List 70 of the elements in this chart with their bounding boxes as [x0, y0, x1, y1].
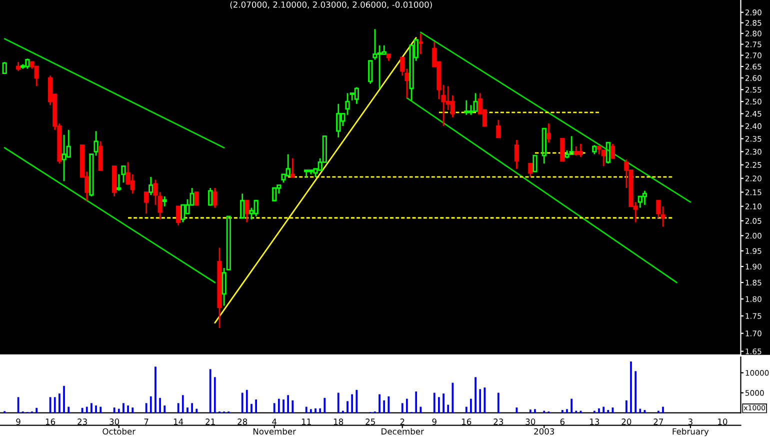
- x-tick-label: 18: [334, 418, 344, 425]
- x2-tick-label: December: [382, 428, 424, 435]
- candlestick: [176, 206, 181, 226]
- x-tick-label: 9: [16, 418, 20, 425]
- candlestick: [386, 53, 391, 62]
- x-tick-label: 7: [144, 418, 148, 425]
- x2-tick-label: 2003: [534, 428, 554, 435]
- x-tick-label: 3: [688, 418, 692, 425]
- x-tick-label: 21: [206, 418, 215, 425]
- x-tick-label: 25: [366, 418, 375, 425]
- x-tick-label: 4: [272, 418, 277, 425]
- candlestick: [94, 130, 98, 156]
- candlestick: [98, 140, 103, 171]
- x-tick-label: 28: [238, 418, 248, 425]
- x-tick-label: 27: [654, 418, 664, 425]
- candlestick: [217, 247, 222, 329]
- candlestick: [592, 144, 597, 155]
- candlestick: [610, 143, 616, 159]
- x-tick-label: 16: [462, 418, 472, 425]
- candlestick: [532, 154, 538, 172]
- candlestick: [2, 61, 7, 74]
- x-tick-label: 6: [560, 418, 565, 425]
- candlestick: [16, 61, 21, 72]
- candlestick: [240, 192, 245, 219]
- x-tick-label: 30: [110, 418, 120, 425]
- candlestick: [194, 191, 199, 206]
- x-tick-label: 14: [174, 418, 184, 425]
- candlestick: [148, 176, 154, 196]
- candlestick: [272, 187, 277, 202]
- candlestick: [354, 86, 359, 105]
- candlestick: [596, 146, 602, 155]
- x-tick-label: 20: [622, 418, 632, 425]
- candlestick: [546, 122, 551, 144]
- x-tick-label: 23: [494, 418, 504, 425]
- candlestick: [144, 191, 149, 214]
- x-tick-label: 16: [46, 418, 56, 425]
- candlestick: [418, 32, 423, 55]
- candlestick: [560, 138, 565, 162]
- candlestick: [578, 143, 583, 158]
- candlestick: [89, 154, 94, 198]
- candlestick: [290, 158, 295, 178]
- candlestick: [528, 162, 533, 178]
- candlestick: [222, 267, 226, 306]
- candlestick: [642, 190, 648, 206]
- x-tick-label: 10: [718, 418, 728, 425]
- candlestick: [345, 92, 350, 116]
- candlestick: [514, 139, 519, 170]
- candlestick: [208, 187, 213, 206]
- candlestick: [336, 103, 341, 138]
- x-tick-label: 13: [590, 418, 600, 425]
- x2-tick-label: November: [253, 428, 296, 435]
- candlestick: [212, 187, 218, 208]
- candlestick: [601, 150, 606, 167]
- candlestick: [226, 216, 231, 270]
- x-tick-label: 23: [78, 418, 87, 425]
- candlestick: [162, 196, 167, 208]
- x-tick-label: 9: [432, 418, 436, 425]
- candlestick: [244, 200, 250, 223]
- x2-tick-label: October: [102, 428, 136, 435]
- chart-title: (2.07000, 2.10000, 2.03000, 2.06000, -0.01000): [230, 1, 432, 9]
- x2-tick-label: February: [672, 428, 709, 436]
- x-tick-label: 30: [526, 418, 536, 425]
- candlestick: [368, 60, 373, 84]
- x-tick-label: 2: [400, 418, 404, 425]
- candlestick: [496, 119, 501, 138]
- x-tick-label: 11: [302, 418, 311, 425]
- candlestick: [606, 142, 610, 164]
- candlestick: [112, 165, 117, 198]
- candlestick: [542, 128, 546, 164]
- candlestick: [304, 170, 309, 178]
